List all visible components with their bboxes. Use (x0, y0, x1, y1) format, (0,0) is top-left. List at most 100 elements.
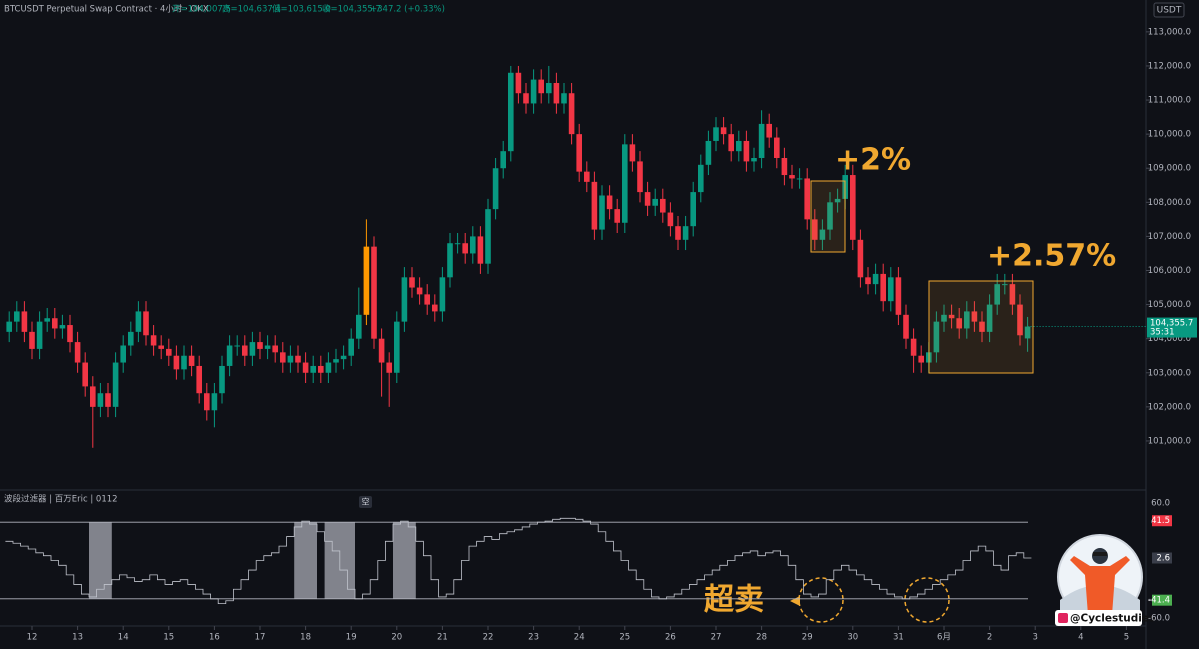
candle-body (599, 195, 605, 230)
value-tag-label: 2.6 (1156, 554, 1170, 564)
x-tick-label: 12 (27, 633, 38, 643)
watermark: @Cyclestudies (1070, 613, 1155, 625)
candle-body (135, 311, 142, 332)
candle-body (173, 355, 180, 370)
candle-body (1024, 326, 1031, 339)
y-tick-label: 103,000.0 (1148, 368, 1191, 378)
candle-body (804, 178, 810, 220)
candle-body (1017, 304, 1023, 336)
candle-body (964, 311, 970, 329)
signal-bar (89, 522, 112, 599)
x-tick-label: 26 (665, 633, 676, 643)
candle-body (97, 393, 104, 407)
candle-body (736, 140, 742, 152)
candle-body (363, 246, 370, 315)
candle-body (553, 83, 560, 104)
candle-body (910, 338, 917, 356)
value-tag (1152, 515, 1172, 527)
candle-body (477, 236, 484, 264)
candle-body (348, 338, 354, 356)
candle-body (447, 243, 453, 278)
candle-body (67, 325, 73, 343)
candle-body (90, 386, 96, 407)
y-tick-label: 113,000.0 (1148, 27, 1191, 37)
candle-body (74, 342, 81, 363)
candle-body (895, 277, 902, 315)
candle-body (675, 226, 681, 240)
candle-body (576, 134, 582, 172)
candle-body (508, 72, 514, 152)
candle-body (986, 304, 993, 332)
ohlc-high: 高=104,637.4 (222, 4, 281, 15)
candle-body (105, 393, 111, 407)
indicator-button[interactable] (359, 496, 372, 508)
last-price-label: 104,355.7 (1150, 319, 1193, 329)
candle-body (492, 168, 499, 210)
x-tick-label: 30 (847, 633, 858, 643)
candle-body (295, 355, 301, 363)
candle-body (660, 198, 666, 213)
candle-body (325, 362, 332, 373)
avatar (1057, 534, 1143, 620)
candle-body (682, 226, 689, 240)
candle-body (591, 181, 598, 230)
candle-body (150, 335, 157, 346)
osc-tick-label: 60.0 (1151, 499, 1170, 509)
candle-body (880, 273, 886, 302)
candle-body (310, 365, 316, 373)
candle-body (941, 314, 947, 322)
x-tick-label: 19 (346, 633, 357, 643)
y-tick-label: 109,000.0 (1148, 164, 1191, 174)
candle-body (637, 161, 643, 193)
annotation: +2% (835, 143, 911, 178)
candles (6, 65, 1031, 448)
osc-tick-label: -60.0 (1148, 614, 1170, 624)
candle-body (751, 158, 757, 162)
value-tag (1152, 552, 1172, 564)
candle-body (690, 192, 696, 227)
value-tag-label: -41.4 (1148, 596, 1170, 606)
candle-body (918, 355, 924, 363)
candle-body (82, 362, 88, 387)
signal-bar (393, 522, 416, 599)
x-tick-label: 22 (483, 633, 494, 643)
x-tick-label: 17 (255, 633, 266, 643)
candle-body (500, 151, 506, 169)
candle-body (705, 140, 712, 165)
candle-body (333, 359, 339, 363)
candle-body (219, 365, 225, 394)
x-tick-label: 28 (756, 633, 767, 643)
candle-body (401, 277, 408, 322)
candle-body (211, 393, 218, 411)
candle-body (249, 342, 256, 356)
candle-body (394, 321, 400, 373)
currency-box[interactable] (1153, 2, 1185, 18)
ohlc-change: +347.2 (+0.33%) (370, 5, 445, 15)
candle-body (629, 144, 636, 162)
y-tick-label: 108,000.0 (1148, 198, 1191, 208)
annotation: 超卖 (704, 583, 764, 618)
x-tick-label: 4 (1078, 633, 1083, 643)
candle-body (21, 311, 28, 332)
candle-body (865, 277, 871, 285)
x-tick-label: 2 (987, 633, 992, 643)
x-tick-label: 31 (893, 633, 904, 643)
candle-body (120, 345, 126, 363)
currency-label[interactable]: USDT (1157, 6, 1182, 16)
x-tick-label: 18 (300, 633, 311, 643)
candle-body (462, 243, 468, 254)
y-tick-label: 107,000.0 (1148, 232, 1191, 242)
candle-body (834, 198, 841, 203)
candle-body (14, 311, 20, 322)
x-tick-label: 27 (711, 633, 722, 643)
candle-body (29, 331, 35, 349)
x-tick-label: 5 (1124, 633, 1129, 643)
x-tick-label: 14 (118, 633, 129, 643)
x-tick-label: 24 (574, 633, 585, 643)
candle-body (994, 284, 1000, 305)
indicator-button-label[interactable]: 空 (362, 497, 370, 507)
candle-body (280, 352, 286, 363)
candle-body (416, 287, 423, 295)
